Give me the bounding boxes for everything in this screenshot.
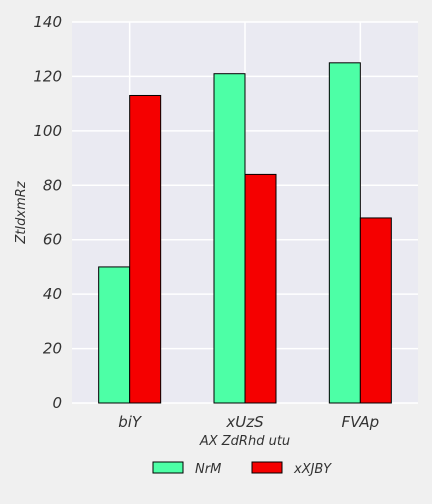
legend-swatch-NrM (152, 461, 184, 474)
y-tick-label: 40 (43, 285, 62, 303)
bar-xXJBY-biY (129, 94, 162, 404)
y-tick-label: 100 (33, 122, 62, 140)
legend-label-NrM: NrM (195, 462, 221, 477)
bar-NrM-FVAp (328, 62, 361, 404)
y-tick-label: 60 (43, 231, 62, 249)
x-axis-label: AX ZdRhd utu (199, 434, 290, 449)
y-tick-labels: 0 20 40 60 80 100 120 140 (33, 13, 62, 412)
y-tick-label: 80 (43, 176, 62, 194)
bar-NrM-xUzS (213, 73, 246, 404)
bar-xXJBY-xUzS (244, 173, 277, 404)
y-tick-label: 120 (33, 67, 62, 85)
legend-swatch-xXJBY (251, 461, 283, 474)
legend: NrM xXJBY (152, 461, 332, 477)
x-tick-label: xUzS (225, 413, 264, 431)
x-tick-label: biY (118, 413, 143, 431)
legend-label-xXJBY: xXJBY (293, 462, 332, 477)
y-axis-label: ZtIdxmRz (14, 180, 29, 244)
x-tick-label: FVAp (342, 413, 380, 431)
bar-NrM-biY (98, 266, 131, 404)
bars-layer (98, 62, 392, 404)
x-tick-labels: biY xUzS FVAp (118, 413, 379, 431)
y-tick-label: 0 (52, 394, 62, 412)
y-tick-label: 20 (43, 340, 62, 358)
bar-xXJBY-FVAp (359, 217, 392, 404)
y-tick-label: 140 (33, 13, 62, 31)
